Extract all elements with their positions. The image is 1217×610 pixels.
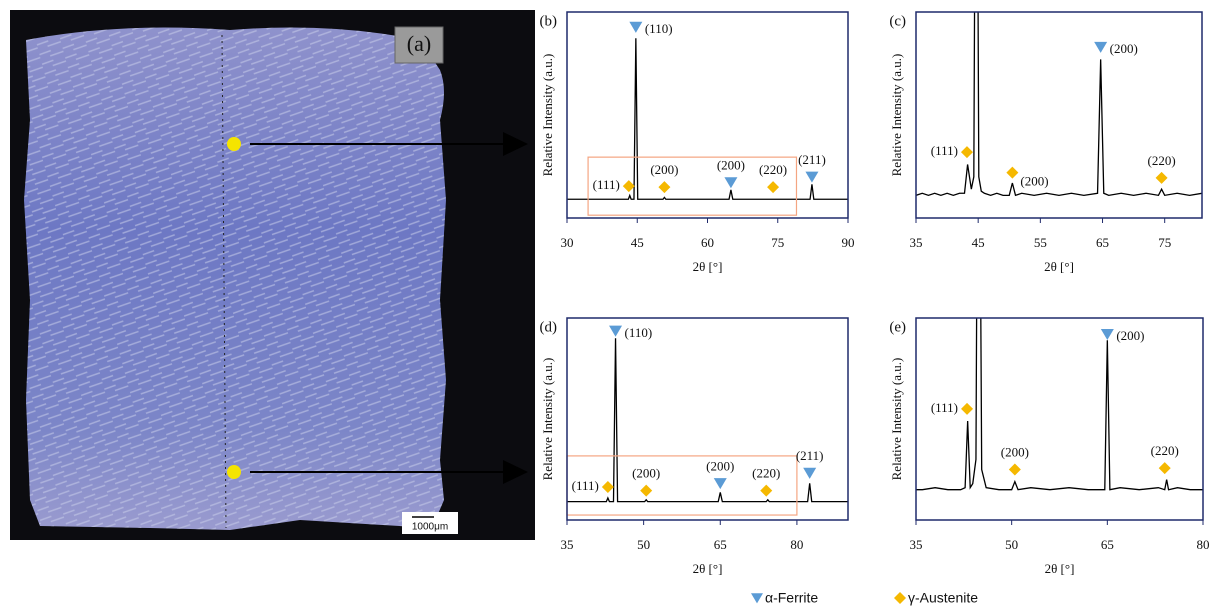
- peak-label: (220): [1148, 153, 1176, 168]
- peak-label: (200): [706, 458, 734, 473]
- panel-label: (b): [540, 13, 558, 29]
- plot-frame: [916, 12, 1202, 218]
- panel-label: (e): [889, 319, 906, 335]
- x-tick-label: 50: [1005, 537, 1018, 552]
- x-tick-label: 80: [790, 537, 803, 552]
- peak-label: (111): [931, 143, 958, 158]
- phase-marker: [609, 326, 622, 337]
- figure: (a) 1000μm 30 45 60 75 90 2θ [°] Relative Inte…: [0, 0, 1217, 610]
- y-axis-label: Relative Intensity (a.u.): [540, 54, 555, 177]
- phase-marker: [629, 22, 642, 33]
- x-tick-label: 35: [910, 537, 923, 552]
- x-tick-label: 45: [972, 235, 985, 250]
- phase-marker: [640, 485, 652, 497]
- x-axis-label: 2θ [°]: [1045, 561, 1075, 576]
- phase-marker: [1009, 464, 1021, 476]
- sample-point: [227, 137, 241, 151]
- phase-marker: [1006, 167, 1018, 179]
- peak-label: (211): [798, 152, 826, 167]
- panel-label: (c): [889, 13, 906, 29]
- x-tick-label: 50: [637, 537, 650, 552]
- peak-label: (200): [632, 466, 660, 481]
- micrograph-panel: (a) 1000μm: [10, 10, 535, 540]
- legend-marker: [894, 592, 906, 604]
- peak-label: (111): [931, 400, 958, 415]
- peak-label: (200): [1001, 444, 1029, 459]
- phase-marker: [961, 403, 973, 415]
- phase-marker: [803, 468, 816, 479]
- x-tick-label: 60: [701, 235, 714, 250]
- x-tick-label: 35: [910, 235, 923, 250]
- scale-bar-label: 1000μm: [412, 522, 448, 533]
- phase-marker: [767, 181, 779, 193]
- spectrum-line: [567, 338, 848, 501]
- peak-label: (110): [645, 21, 673, 36]
- legend-label: α-Ferrite: [765, 590, 818, 606]
- peak-label: (211): [796, 448, 824, 463]
- y-axis-label: Relative Intensity (a.u.): [889, 358, 904, 481]
- phase-marker: [961, 146, 973, 158]
- phase-marker: [602, 481, 614, 493]
- peak-label: (220): [1151, 443, 1179, 458]
- legend-marker: [751, 593, 763, 603]
- peak-label: (200): [717, 157, 745, 172]
- peak-label: (200): [1020, 174, 1048, 189]
- phase-marker: [724, 177, 737, 188]
- phase-marker: [1094, 42, 1107, 53]
- phase-marker: [1159, 462, 1171, 474]
- phase-marker: [658, 181, 670, 193]
- x-tick-label: 65: [714, 537, 727, 552]
- x-axis-label: 2θ [°]: [1044, 259, 1074, 274]
- y-axis-label: Relative Intensity (a.u.): [889, 54, 904, 177]
- spectrum-line: [567, 38, 848, 199]
- peak-label: (220): [752, 466, 780, 481]
- legend-label: γ-Austenite: [908, 590, 978, 606]
- phase-marker: [760, 485, 772, 497]
- x-tick-label: 45: [631, 235, 644, 250]
- x-tick-label: 80: [1197, 537, 1210, 552]
- x-tick-label: 35: [561, 537, 574, 552]
- phase-marker: [1101, 329, 1114, 340]
- peak-label: (200): [1116, 328, 1144, 343]
- x-tick-label: 55: [1034, 235, 1047, 250]
- phase-marker: [1156, 172, 1168, 184]
- y-axis-label: Relative Intensity (a.u.): [540, 358, 555, 481]
- peak-label: (220): [759, 162, 787, 177]
- panel-label: (a): [407, 31, 431, 56]
- panel-label: (d): [540, 319, 558, 335]
- peak-label: (200): [650, 162, 678, 177]
- x-tick-label: 65: [1096, 235, 1109, 250]
- x-axis-label: 2θ [°]: [693, 561, 723, 576]
- phase-marker: [805, 172, 818, 183]
- x-tick-label: 90: [842, 235, 855, 250]
- peak-label: (111): [593, 177, 620, 192]
- x-tick-label: 75: [1158, 235, 1171, 250]
- x-tick-label: 75: [771, 235, 784, 250]
- sample-point: [227, 465, 241, 479]
- micrograph-texture: [24, 28, 446, 530]
- phase-marker: [714, 478, 727, 489]
- peak-label: (200): [1110, 41, 1138, 56]
- x-tick-label: 30: [561, 235, 574, 250]
- x-tick-label: 65: [1101, 537, 1114, 552]
- phase-marker: [623, 180, 635, 192]
- peak-label: (110): [625, 325, 653, 340]
- x-axis-label: 2θ [°]: [693, 259, 723, 274]
- peak-label: (111): [572, 478, 599, 493]
